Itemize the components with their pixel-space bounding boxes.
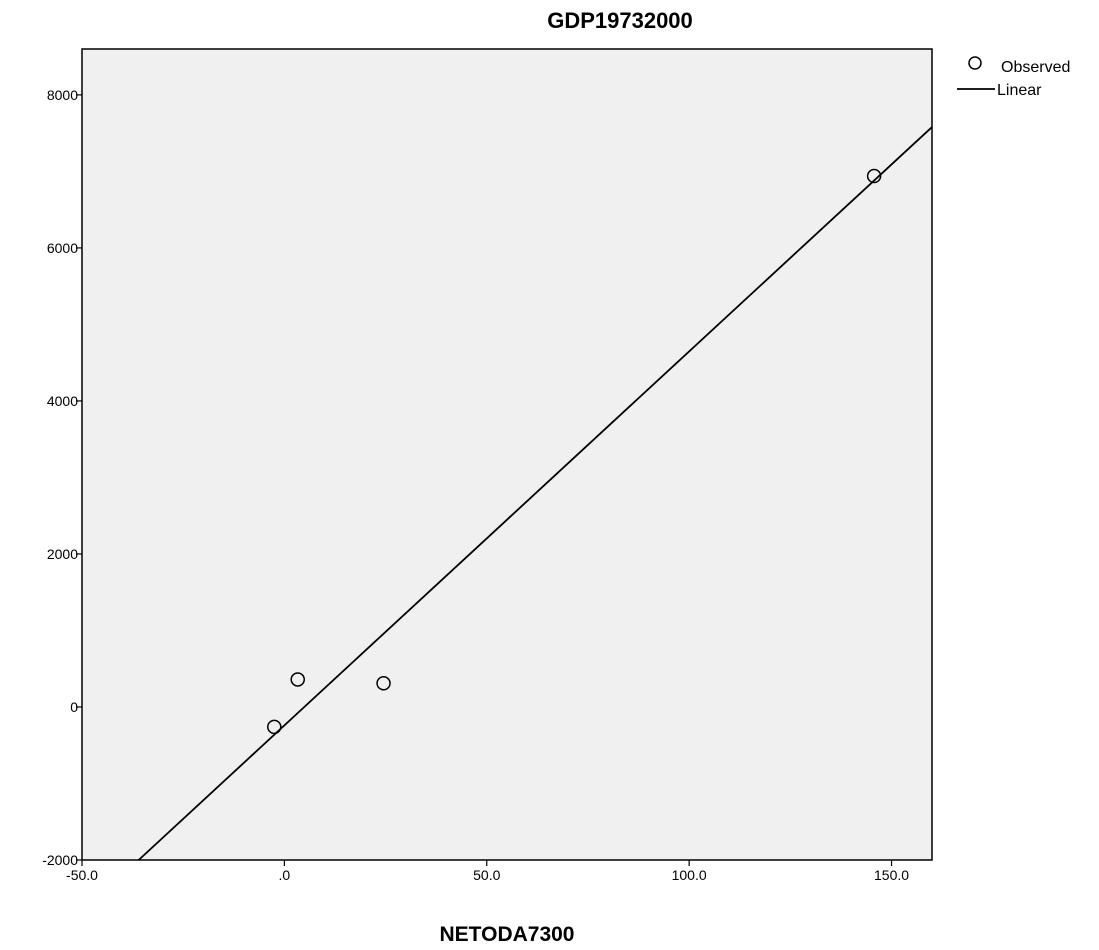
observed-point bbox=[866, 168, 882, 184]
x-tick-label: 50.0 bbox=[473, 867, 500, 883]
y-tick-label: 4000 bbox=[47, 393, 78, 409]
chart-title: GDP19732000 bbox=[547, 8, 693, 33]
y-tick-label: 0 bbox=[70, 699, 78, 715]
legend-observed-marker bbox=[968, 56, 982, 70]
y-tick-label: 2000 bbox=[47, 546, 78, 562]
fit-line-layer bbox=[138, 126, 933, 861]
x-tick-label: 150.0 bbox=[874, 867, 909, 883]
legend: Observed Linear bbox=[957, 56, 1070, 99]
x-tick-label: 100.0 bbox=[672, 867, 707, 883]
x-tick-label: -50.0 bbox=[66, 867, 98, 883]
x-axis-label: NETODA7300 bbox=[439, 923, 574, 946]
y-tick-label: 8000 bbox=[47, 87, 78, 103]
legend-linear-label: Linear bbox=[997, 82, 1042, 99]
y-tick-label: 6000 bbox=[47, 240, 78, 256]
x-axis: -50.0 .0 50.0 100.0 150.0 bbox=[66, 860, 909, 883]
x-tick-label: .0 bbox=[279, 867, 291, 883]
observed-point bbox=[290, 672, 305, 687]
legend-observed-label: Observed bbox=[1001, 59, 1070, 76]
linear-fit-line bbox=[138, 126, 933, 861]
plot-area bbox=[81, 48, 933, 861]
observed-point bbox=[376, 676, 391, 691]
y-axis: -2000 0 2000 4000 6000 8000 bbox=[42, 87, 82, 868]
y-tick-label: -2000 bbox=[42, 852, 78, 868]
observed-point bbox=[267, 719, 282, 735]
points-layer bbox=[267, 168, 882, 735]
